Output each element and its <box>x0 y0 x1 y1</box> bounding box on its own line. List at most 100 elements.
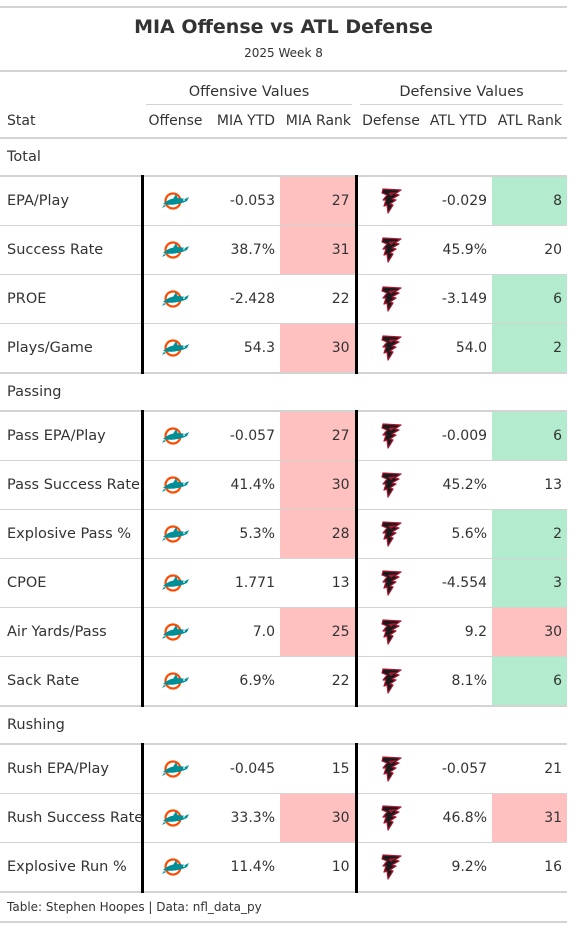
falcons-logo-icon <box>358 667 427 695</box>
atl-rank-value: 13 <box>492 460 568 510</box>
offense-logo-cell <box>140 460 210 510</box>
atl-ytd-value: 5.6% <box>426 509 493 559</box>
defense-logo-cell <box>354 323 427 374</box>
atl-ytd-value: -0.057 <box>426 744 493 794</box>
falcons-logo-icon <box>358 618 427 646</box>
stat-label: PROE <box>0 274 142 324</box>
mia-ytd-value: -0.053 <box>209 176 280 226</box>
offensive-values-spanner: Offensive Values <box>142 72 356 105</box>
defense-logo-cell <box>354 744 427 794</box>
table-row: Pass EPA/Play -0.057 27 -0.009 6 <box>0 411 568 461</box>
mia-rank-value: 15 <box>280 744 357 794</box>
mia-rank-value: 22 <box>280 656 357 707</box>
table-row: PROE -2.428 22 -3.149 6 <box>0 274 568 324</box>
offense-logo-cell <box>140 793 210 843</box>
dolphins-logo-icon <box>144 758 210 780</box>
offense-logo-cell <box>140 509 210 559</box>
group-label: Passing <box>0 373 568 412</box>
table-row: Explosive Pass % 5.3% 28 5.6% 2 <box>0 509 568 559</box>
top-rule <box>0 6 567 8</box>
dolphins-logo-icon <box>144 621 210 643</box>
dolphins-logo-icon <box>144 190 210 212</box>
stat-label: EPA/Play <box>0 176 142 226</box>
atl-ytd-value: -3.149 <box>426 274 493 324</box>
mia-rank-value: 30 <box>280 460 357 510</box>
falcons-logo-icon <box>358 569 427 597</box>
mia-rank-value: 28 <box>280 509 357 559</box>
falcons-logo-icon <box>358 236 427 264</box>
mia-rank-value: 30 <box>280 793 357 843</box>
table-row: Plays/Game 54.3 30 54.0 2 <box>0 323 568 374</box>
atl-rank-value: 8 <box>492 176 568 226</box>
falcons-logo-icon <box>358 471 427 499</box>
atl-ytd-value: 9.2 <box>426 607 493 657</box>
mia-ytd-value: 11.4% <box>209 842 280 893</box>
spanner-label-offense: Offensive Values <box>146 82 353 105</box>
atl-rank-value: 31 <box>492 793 568 843</box>
stat-label: CPOE <box>0 558 142 608</box>
offense-logo-cell <box>140 411 209 461</box>
mia-ytd-value: -2.428 <box>209 274 280 324</box>
table-row: Success Rate 38.7% 31 45.9% 20 <box>0 225 568 275</box>
dolphins-logo-icon <box>144 572 210 594</box>
falcons-logo-icon <box>358 422 427 450</box>
table-footer: Table: Stephen Hoopes | Data: nfl_data_p… <box>0 893 567 923</box>
atl-ytd-value: -0.009 <box>426 411 493 461</box>
defense-logo-cell <box>354 176 427 226</box>
group-row: Rushing <box>0 706 568 745</box>
group-row: Passing <box>0 373 568 412</box>
dolphins-logo-icon <box>144 474 210 496</box>
dolphins-logo-icon <box>144 670 210 692</box>
mia-rank-value: 27 <box>280 176 357 226</box>
spanner-label-defense: Defensive Values <box>360 82 564 105</box>
defense-logo-cell <box>354 656 427 707</box>
dolphins-logo-icon <box>144 239 210 261</box>
falcons-logo-icon <box>358 755 427 783</box>
falcons-logo-icon <box>358 520 427 548</box>
atl-ytd-value: 45.2% <box>426 460 493 510</box>
atl-rank-value: 2 <box>492 323 568 374</box>
table-row: Rush Success Rate 33.3% 30 46.8% 31 <box>0 793 568 843</box>
stat-label: Rush EPA/Play <box>0 744 142 794</box>
stat-label: Air Yards/Pass <box>0 607 142 657</box>
atl-ytd-value: 8.1% <box>426 656 493 707</box>
defense-logo-cell <box>354 793 427 843</box>
mia-ytd-value: 1.771 <box>209 558 280 608</box>
falcons-logo-icon <box>358 334 427 362</box>
mia-rank-value: 10 <box>280 842 357 893</box>
atl-ytd-value: -0.029 <box>426 176 493 226</box>
mia-ytd-value: 38.7% <box>209 225 280 275</box>
mia-ytd-value: 6.9% <box>209 656 280 707</box>
stat-label: Plays/Game <box>0 323 142 374</box>
stat-label: Rush Success Rate <box>0 793 143 843</box>
atl-rank-value: 6 <box>492 656 568 707</box>
table-row: Air Yards/Pass 7.0 25 9.2 30 <box>0 607 568 657</box>
dolphins-logo-icon <box>144 523 210 545</box>
mia-ytd-value: -0.057 <box>209 411 280 461</box>
table-row: Pass Success Rate 41.4% 30 45.2% 13 <box>0 460 568 510</box>
mia-ytd-value: 41.4% <box>209 460 280 510</box>
atl-rank-value: 30 <box>492 607 568 657</box>
mia-rank-value: 25 <box>280 607 357 657</box>
offense-logo-cell <box>140 323 210 374</box>
defense-logo-cell <box>354 460 427 510</box>
stat-label: Sack Rate <box>0 656 142 707</box>
defensive-values-spanner: Defensive Values <box>356 72 567 105</box>
col-header-atl-ytd: ATL YTD <box>426 105 493 139</box>
mia-ytd-value: 5.3% <box>209 509 280 559</box>
atl-rank-value: 6 <box>492 274 568 324</box>
defense-logo-cell <box>354 411 427 461</box>
offense-logo-cell <box>140 225 210 275</box>
matchup-table: Offensive Values Defensive Values Stat O… <box>0 72 568 893</box>
table-subtitle: 2025 Week 8 <box>244 46 323 60</box>
stat-label: Explosive Pass % <box>0 509 142 559</box>
dolphins-logo-icon <box>144 856 210 878</box>
group-row: Total <box>0 138 568 177</box>
col-header-offense: Offense <box>142 105 209 139</box>
dolphins-logo-icon <box>144 337 210 359</box>
dolphins-logo-icon <box>144 807 210 829</box>
table-row: CPOE 1.771 13 -4.554 3 <box>0 558 568 608</box>
atl-rank-value: 3 <box>492 558 568 608</box>
dolphins-logo-icon <box>144 288 210 310</box>
atl-ytd-value: 45.9% <box>426 225 493 275</box>
